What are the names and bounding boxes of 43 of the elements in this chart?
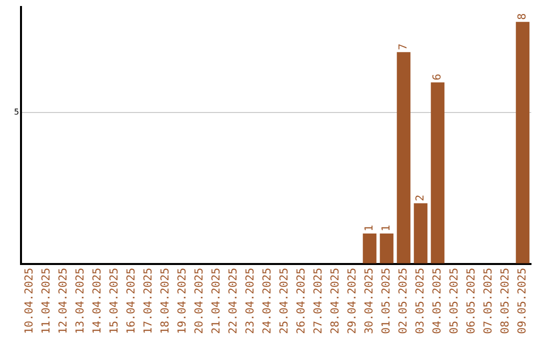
data-label: 2	[414, 194, 427, 202]
x-tick-label: 25.04.2025	[277, 268, 290, 334]
data-label: 6	[430, 74, 444, 80]
x-tick-label: 15.04.2025	[107, 268, 120, 334]
bar	[396, 52, 410, 264]
x-tick-label: 04.05.2025	[430, 268, 444, 334]
x-tick-label: 12.04.2025	[56, 268, 70, 334]
x-tick-label: 10.04.2025	[22, 268, 36, 334]
x-tick-label: 03.05.2025	[414, 268, 427, 334]
y-tick-label: 5	[14, 108, 20, 117]
data-label: 8	[516, 13, 529, 20]
x-tick-label: 11.04.2025	[39, 268, 52, 334]
x-tick-label: 23.04.2025	[243, 268, 256, 334]
x-tick-label: 18.04.2025	[158, 268, 172, 334]
bar	[414, 203, 428, 264]
x-tick-label: 26.04.2025	[294, 268, 308, 334]
bar	[516, 22, 530, 264]
data-label: 7	[396, 44, 410, 50]
x-tick-label: 20.04.2025	[192, 268, 206, 334]
x-tick-label: 29.04.2025	[346, 268, 358, 334]
x-tick-label: 14.04.2025	[90, 268, 104, 334]
x-tick-label: 28.04.2025	[328, 268, 342, 334]
data-label: 1	[362, 224, 376, 232]
x-tick-label: 27.04.2025	[311, 268, 324, 334]
x-tick-label: 09.05.2025	[516, 268, 529, 334]
bar	[380, 234, 394, 264]
x-tick-label: 08.05.2025	[498, 268, 512, 334]
x-tick-label: 19.04.2025	[175, 268, 188, 334]
x-tick-label: 16.04.2025	[124, 268, 138, 334]
x-tick-label: 13.04.2025	[73, 268, 86, 334]
x-tick-label: 07.05.2025	[482, 268, 495, 334]
x-tick-label: 02.05.2025	[396, 268, 410, 334]
bar	[362, 234, 376, 264]
x-tick-label: 30.04.2025	[362, 268, 376, 334]
data-label: 1	[380, 224, 393, 232]
x-tick-label: 24.04.2025	[260, 268, 274, 334]
x-tick-label: 01.05.2025	[380, 268, 393, 334]
x-tick-label: 06.05.2025	[464, 268, 478, 334]
x-tick-label: 17.04.2025	[141, 268, 154, 334]
bar	[430, 82, 444, 264]
x-tick-label: 22.04.2025	[226, 268, 240, 334]
x-tick-label: 21.04.2025	[209, 268, 222, 334]
x-tick-label: 05.05.2025	[448, 268, 461, 334]
